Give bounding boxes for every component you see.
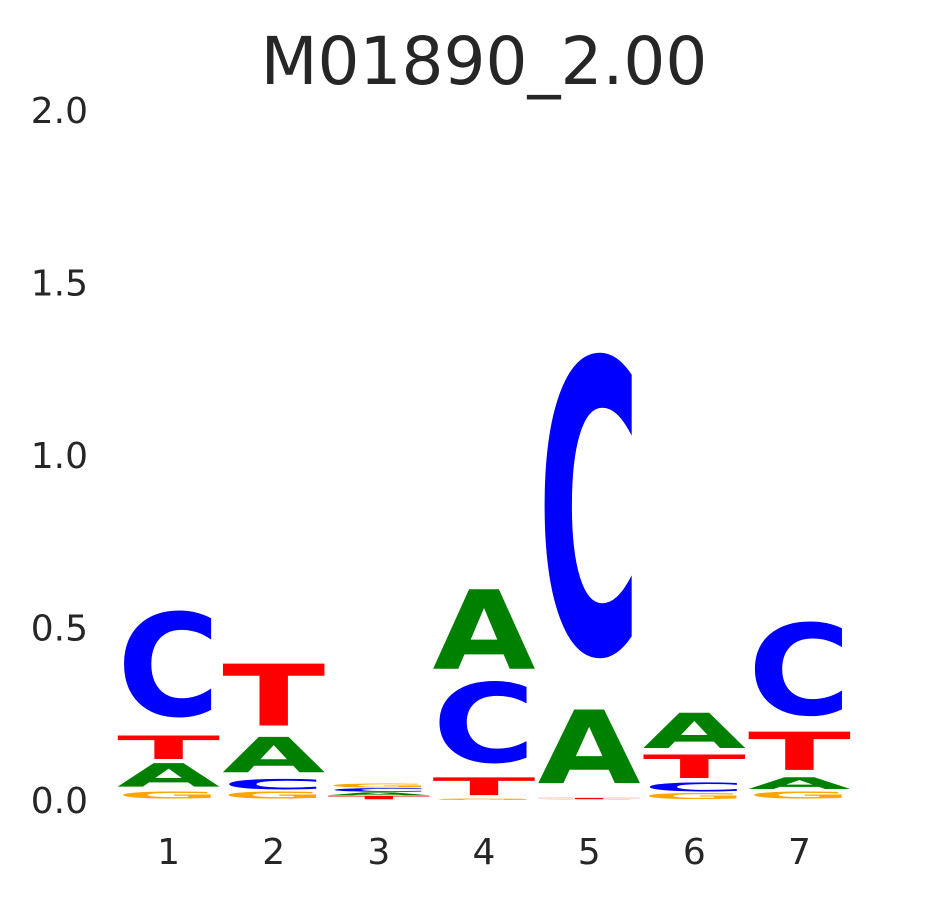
logo-letter-t: T (643, 748, 746, 786)
x-tick-label: 2 (262, 832, 285, 873)
x-tick-label: 3 (367, 832, 390, 873)
logo-letter-t: T (327, 795, 430, 801)
y-axis: 0.0 0.5 1.0 1.5 2.0 (31, 91, 88, 822)
x-tick-label: 7 (788, 832, 811, 873)
logo-letter-a: A (117, 757, 220, 795)
logo-letter-g: G (222, 789, 325, 801)
logo-letter-t: T (117, 729, 220, 767)
logo-letter-a: A (748, 774, 851, 793)
logo-letter-g: G (538, 799, 641, 800)
logo-letter-g: G (432, 798, 535, 800)
logo-letter-a: A (327, 792, 430, 797)
logo-letter-a: A (643, 703, 747, 760)
x-tick-label: 5 (578, 832, 601, 873)
chart-title: M01890_2.00 (261, 23, 708, 100)
logo-letter-c: C (222, 776, 325, 793)
logo-letter-c: C (117, 585, 220, 750)
y-tick-label: 0.0 (31, 781, 88, 822)
x-tick-label: 1 (157, 832, 180, 873)
x-tick-label: 4 (473, 832, 496, 873)
logo-letter-t: T (432, 773, 535, 801)
logo-letter-c: C (327, 787, 430, 793)
logo-letter-a: A (222, 727, 326, 784)
logo-letter-c: C (748, 600, 851, 745)
y-tick-label: 1.5 (31, 264, 88, 305)
x-axis: 1 2 3 4 5 6 7 (157, 832, 811, 873)
logo-letter-t: T (748, 721, 851, 782)
logo-letter-a: A (432, 568, 535, 695)
logo-letter-t: T (538, 798, 641, 800)
logo-letter-c: C (432, 660, 535, 788)
logo-letter-c: C (643, 780, 746, 794)
logo-letter-c: C (538, 279, 641, 749)
logo-letter-g: G (748, 789, 851, 801)
x-tick-label: 6 (683, 832, 706, 873)
logo-letter-g: G (327, 783, 430, 789)
logo-letter-g: G (117, 789, 220, 801)
logo-letter-g: G (643, 791, 746, 800)
y-tick-label: 1.0 (31, 436, 88, 477)
logo-letter-a: A (538, 689, 641, 807)
logo-letter-t: T (222, 647, 325, 746)
y-tick-label: 0.5 (31, 609, 88, 650)
y-tick-label: 2.0 (31, 91, 88, 132)
